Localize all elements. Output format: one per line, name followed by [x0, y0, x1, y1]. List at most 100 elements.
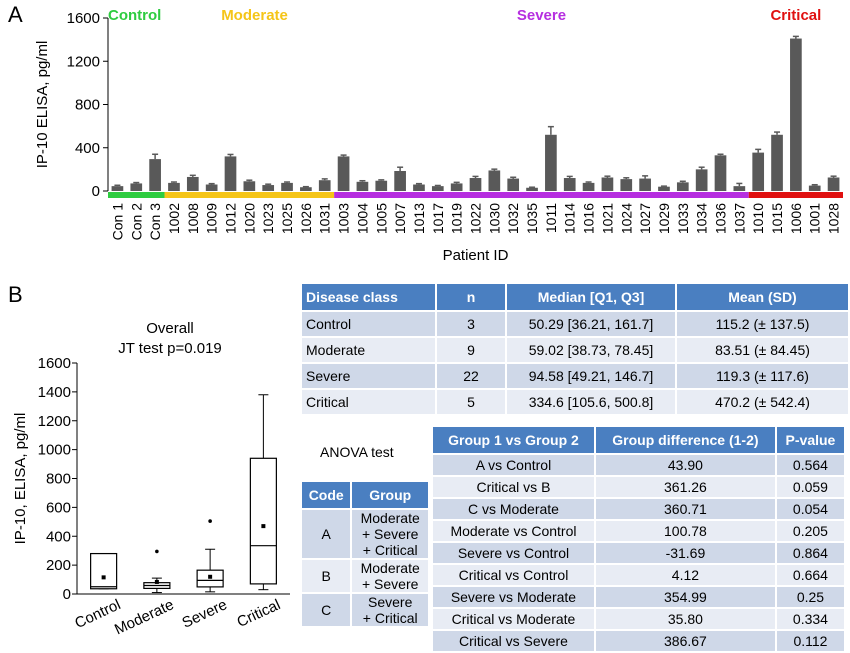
anova-cell: Severe vs Control: [433, 543, 594, 563]
summary-cell: Moderate: [302, 338, 435, 362]
anova-cell: 0.664: [776, 565, 844, 585]
code-header-cell: Group: [352, 482, 428, 508]
box-subtitle: JT test p=0.019: [118, 340, 222, 357]
x-axis-title: Patient ID: [443, 247, 509, 264]
anova-row: Critical vs Severe 386.67 0.112: [433, 631, 844, 651]
summary-cell: 115.2 (± 137.5): [677, 312, 848, 336]
x-tick-label: Con 1: [109, 203, 125, 241]
bar: [111, 186, 124, 191]
bar: [695, 169, 708, 191]
anova-cell: Critical vs B: [433, 477, 594, 497]
bar: [394, 170, 406, 191]
code-cell: A: [302, 510, 351, 558]
code-group-cell: Moderate + Severe + Critical: [352, 510, 428, 558]
anova-row: Severe vs Control -31.69 0.864: [433, 543, 844, 563]
code-row: C Severe + Critical: [302, 594, 428, 626]
code-cell: C: [302, 594, 351, 626]
bar: [431, 186, 444, 191]
y-tick-label: 1200: [67, 53, 100, 70]
x-tick-label: 1020: [241, 203, 257, 234]
anova-cell: 386.67: [595, 631, 775, 651]
box-x-tick-label: Severe: [180, 596, 230, 631]
x-tick-label: 1026: [298, 203, 314, 234]
bar: [714, 155, 727, 191]
x-tick-label: 1023: [260, 203, 276, 234]
x-tick-label: 1025: [279, 203, 295, 234]
box-y-tick-label: 1600: [38, 355, 71, 372]
code-cell: B: [302, 560, 351, 592]
group-label: Moderate: [221, 7, 288, 24]
x-tick-label: 1014: [562, 203, 578, 234]
anova-cell: 0.059: [776, 477, 844, 497]
x-tick-label: 1013: [411, 203, 427, 234]
overall-box-plot: Overall JT test p=0.019 0 200 400 600 800 1000 1…: [12, 320, 290, 638]
group-strip: [334, 192, 749, 198]
anova-cell: -31.69: [595, 543, 775, 563]
x-tick-label: 1030: [486, 203, 502, 234]
anova-row: A vs Control 43.90 0.564: [433, 455, 844, 475]
anova-header-cell: Group 1 vs Group 2: [433, 427, 594, 453]
summary-header-cell: n: [437, 284, 505, 310]
anova-cell: 100.78: [595, 521, 775, 541]
box-y-axis-title: IP-10, ELISA, pg/ml: [12, 413, 29, 545]
x-tick-label: 1003: [336, 203, 352, 234]
bar: [601, 177, 614, 191]
summary-row: Control 3 50.29 [36.21, 161.7] 115.2 (± 137…: [302, 312, 848, 336]
x-tick-label: 1028: [826, 203, 842, 234]
group-strip: [748, 192, 843, 198]
box-y-tick-label: 800: [46, 471, 71, 488]
patient-bar-chart: 0 400 800 1200 1600 Control Moderate Severe Crit…: [34, 7, 843, 264]
anova-row: Critical vs B 361.26 0.059: [433, 477, 844, 497]
outlier-point: [155, 549, 159, 554]
code-group-line: + Critical: [362, 542, 418, 558]
anova-cell: Critical vs Severe: [433, 631, 594, 651]
panel-label-a: A: [8, 2, 23, 27]
anova-cell: 4.12: [595, 565, 775, 585]
y-tick-label: 800: [75, 97, 100, 114]
anova-row: Moderate vs Control 100.78 0.205: [433, 521, 844, 541]
mean-marker: [154, 579, 159, 584]
box-y-tick-label: 200: [46, 557, 71, 574]
x-tick-label: 1032: [505, 203, 521, 234]
x-tick-label: 1031: [317, 203, 333, 234]
anova-cell: 360.71: [595, 499, 775, 519]
bar: [318, 180, 331, 191]
x-tick-label: Con 2: [128, 203, 144, 241]
x-tick-label: 1008: [185, 203, 201, 234]
anova-cell: 0.25: [776, 587, 844, 607]
x-tick-label: 1029: [656, 203, 672, 234]
bar: [281, 182, 293, 191]
bar: [488, 170, 501, 191]
bar: [168, 182, 180, 191]
bar: [752, 152, 765, 191]
summary-header-cell: Disease class: [302, 284, 435, 310]
anova-label: ANOVA test: [320, 444, 394, 460]
x-tick-label: 1002: [166, 203, 182, 234]
x-tick-label: 1001: [807, 203, 823, 234]
bar: [205, 184, 218, 191]
x-tick-label: 1011: [543, 203, 559, 233]
anova-row: Critical vs Moderate 35.80 0.334: [433, 609, 844, 629]
summary-row: Critical 5 334.6 [105.6, 500.8] 470.2 (± 54…: [302, 390, 848, 414]
code-group-line: Moderate: [360, 560, 420, 576]
summary-header-cell: Median [Q1, Q3]: [507, 284, 675, 310]
box-y-tick-label: 1000: [38, 442, 71, 459]
bar: [243, 181, 256, 191]
anova-cell: Critical vs Moderate: [433, 609, 594, 629]
bar: [450, 183, 463, 191]
anova-cell: 0.564: [776, 455, 844, 475]
x-tick-label: 1009: [204, 203, 220, 234]
x-tick-label: 1015: [769, 203, 785, 234]
y-tick-label: 0: [92, 183, 100, 200]
x-tick-label: 1037: [731, 203, 747, 234]
summary-cell: 83.51 (± 84.45): [677, 338, 848, 362]
box: [249, 457, 277, 585]
anova-cell: 0.864: [776, 543, 844, 563]
bar: [676, 182, 689, 191]
anova-cell: Severe vs Moderate: [433, 587, 594, 607]
x-tick-label: 1024: [618, 203, 634, 234]
bar: [545, 134, 557, 191]
x-tick-label: 1027: [637, 203, 653, 234]
x-tick-label: 1034: [694, 203, 710, 234]
summary-header-cell: Mean (SD): [677, 284, 848, 310]
